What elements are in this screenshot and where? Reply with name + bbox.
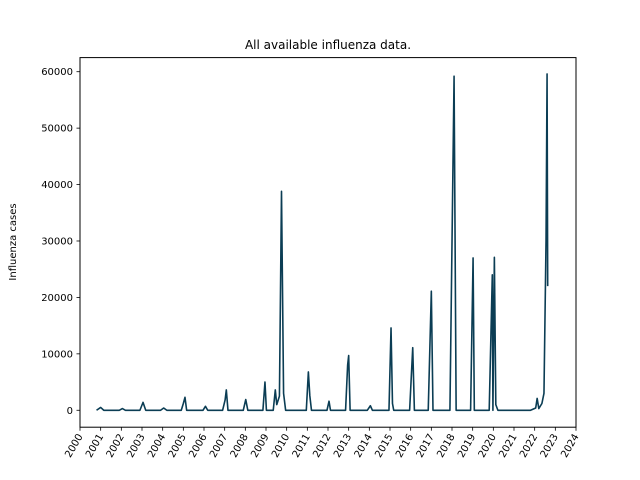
x-axis: 2000200120022003200420052006200720082009… <box>63 427 582 460</box>
x-tick-label: 2018 <box>435 432 457 460</box>
x-tick-label: 2023 <box>539 432 561 460</box>
x-tick-label: 2021 <box>497 432 519 460</box>
x-tick-label: 2002 <box>105 432 127 460</box>
x-tick-label: 2020 <box>477 432 499 460</box>
x-tick-label: 2006 <box>187 432 209 460</box>
x-tick-label: 2007 <box>208 432 230 460</box>
x-tick-label: 2016 <box>394 432 416 460</box>
chart-title: All available influenza data. <box>245 38 411 52</box>
x-tick-label: 2011 <box>291 432 313 460</box>
y-tick-label: 10000 <box>41 349 73 360</box>
x-tick-label: 2000 <box>63 432 85 460</box>
x-tick-label: 2008 <box>229 432 251 460</box>
y-tick-label: 0 <box>67 406 73 417</box>
x-tick-label: 2015 <box>373 432 395 460</box>
x-tick-label: 2022 <box>518 432 540 460</box>
x-tick-label: 2001 <box>84 432 106 460</box>
x-tick-label: 2005 <box>167 432 189 460</box>
y-tick-label: 20000 <box>41 293 73 304</box>
y-axis: 0 10000 20000 30000 40000 50000 60000 <box>41 67 80 417</box>
x-tick-label: 2010 <box>270 432 292 460</box>
series-line <box>96 73 549 412</box>
x-tick-label: 2024 <box>559 432 581 460</box>
y-axis-label: Influenza cases <box>8 203 19 280</box>
x-tick-label: 2003 <box>125 432 147 460</box>
x-tick-label: 2013 <box>332 432 354 460</box>
y-tick-label: 50000 <box>41 124 73 135</box>
x-tick-label: 2014 <box>353 432 375 460</box>
x-tick-label: 2004 <box>146 432 168 460</box>
y-tick-label: 40000 <box>41 180 73 191</box>
plot-area <box>79 57 577 428</box>
x-tick-label: 2017 <box>415 432 437 460</box>
x-tick-label: 2019 <box>456 432 478 460</box>
axes-frame <box>79 57 577 428</box>
x-tick-label: 2012 <box>311 432 333 460</box>
y-tick-label: 60000 <box>41 67 73 78</box>
y-tick-label: 30000 <box>41 236 73 247</box>
x-tick-label: 2009 <box>249 432 271 460</box>
